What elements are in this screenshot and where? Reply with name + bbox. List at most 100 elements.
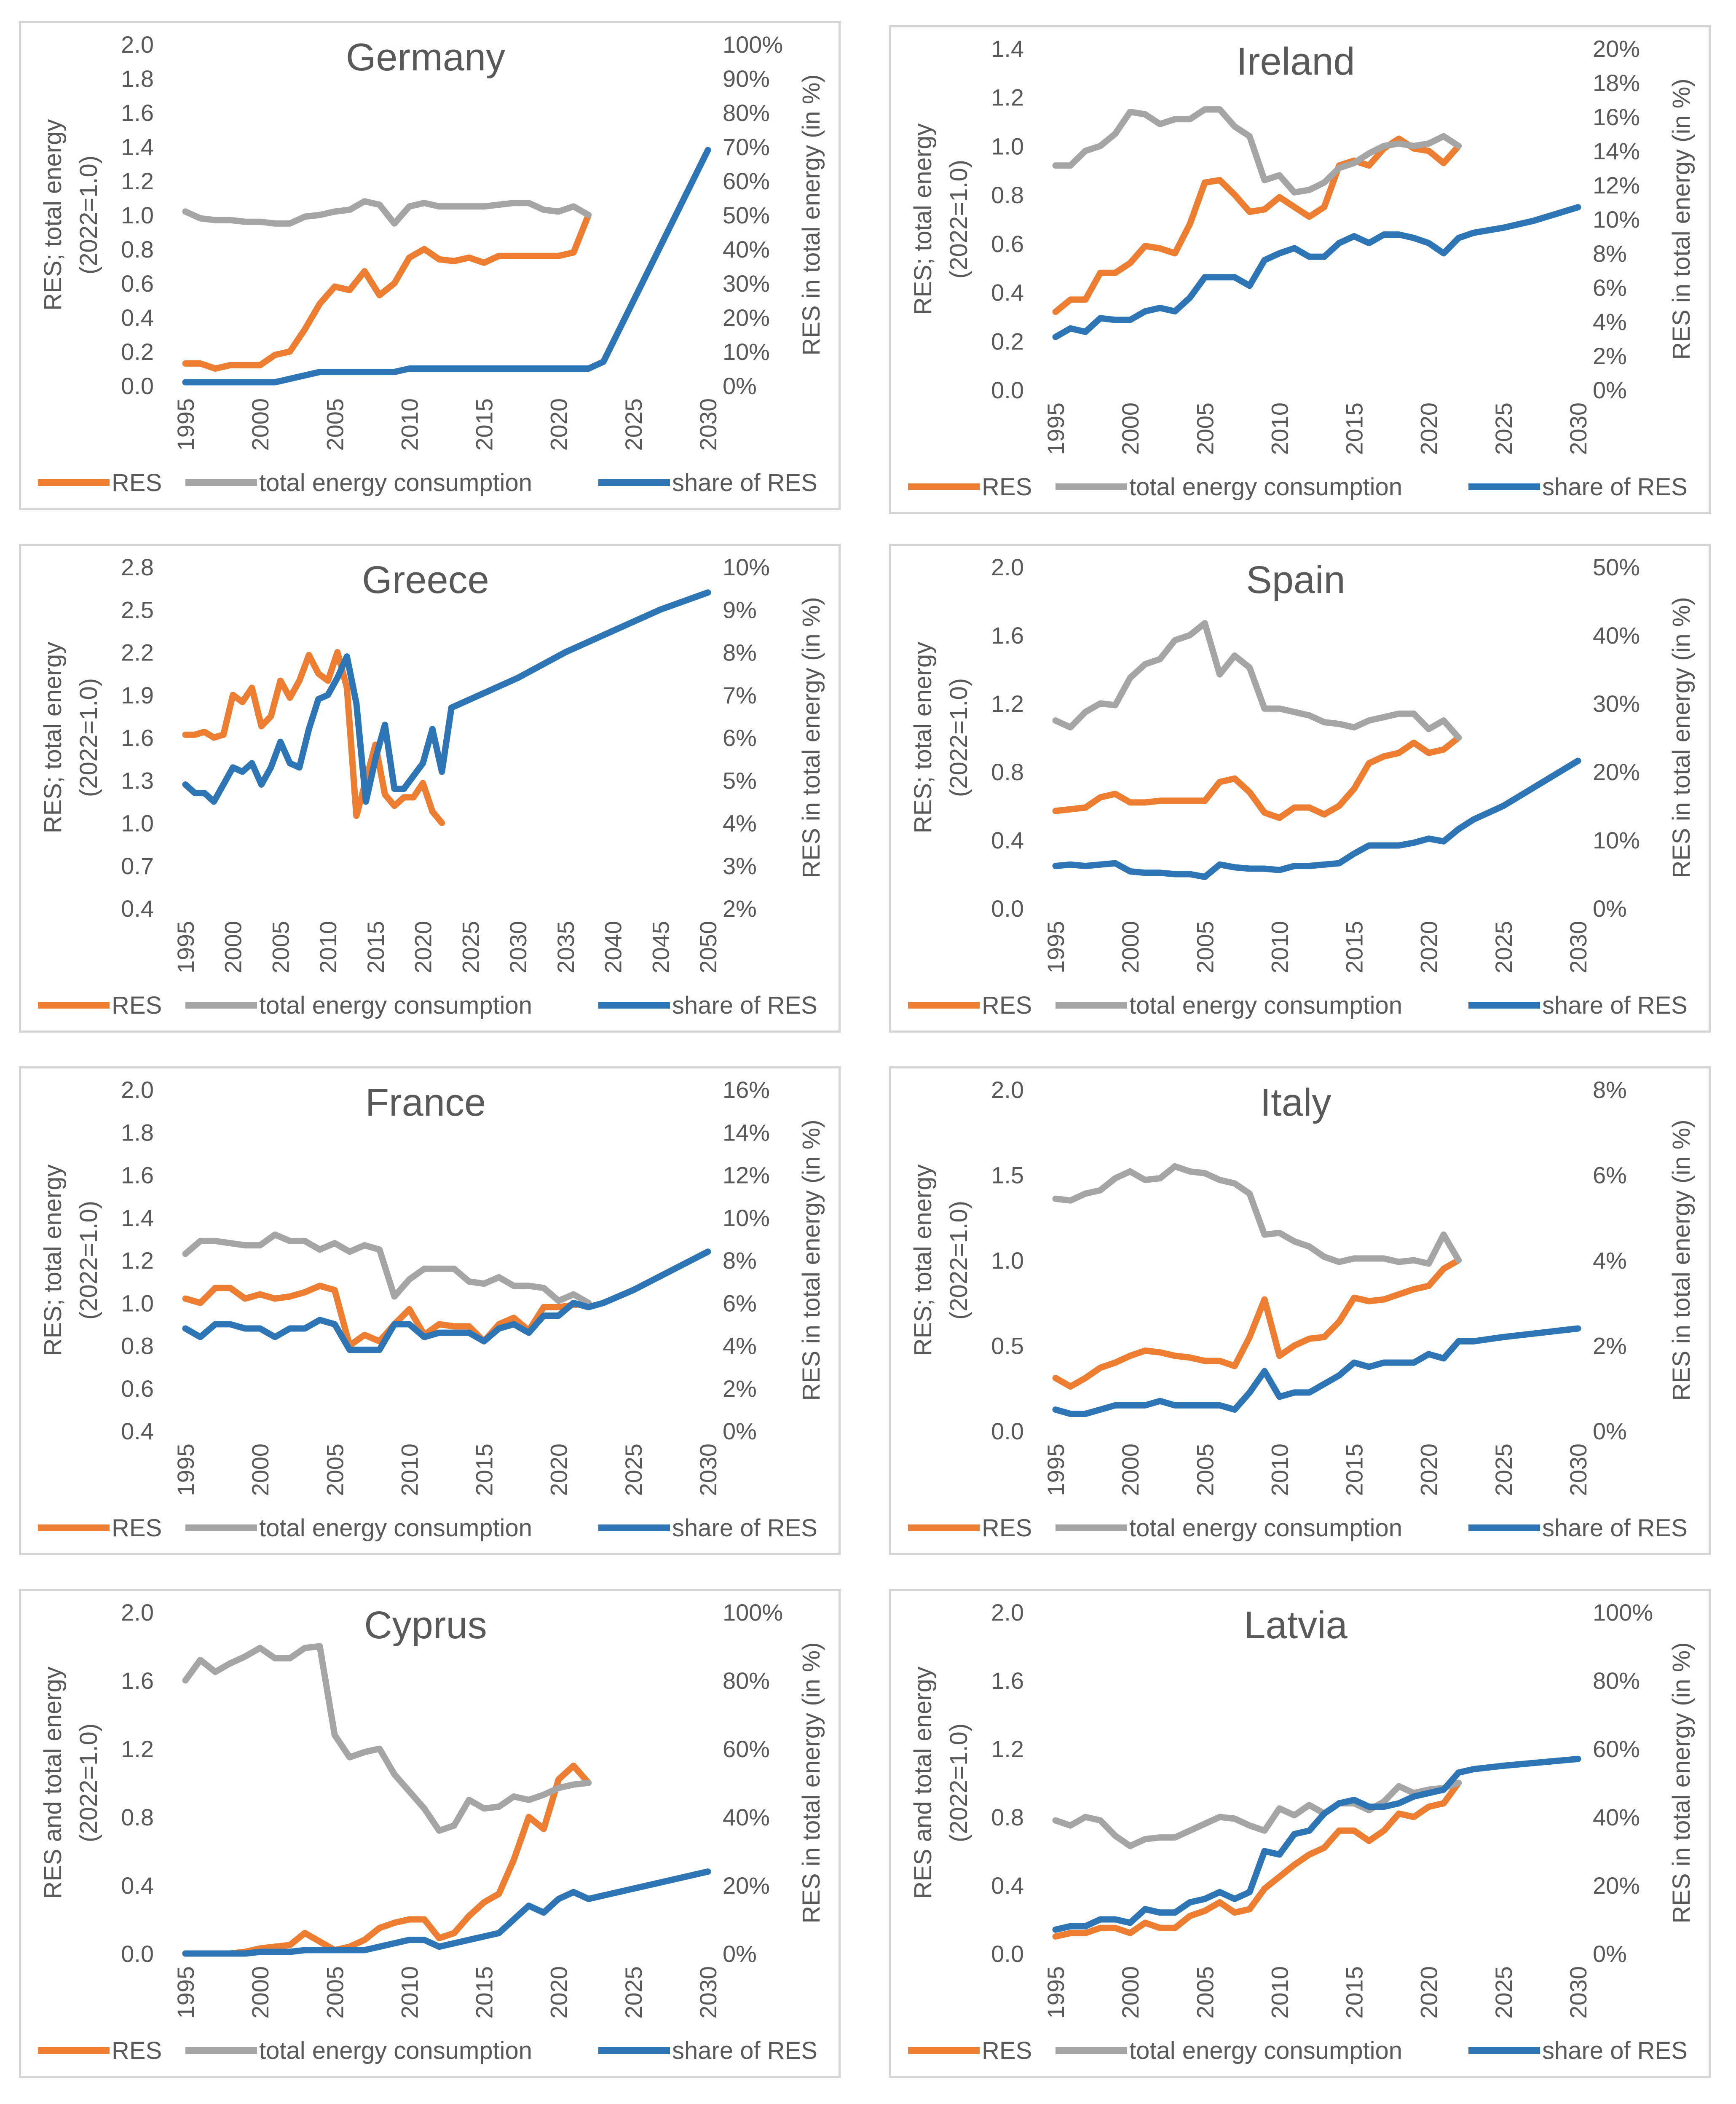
y-axis-label: RES; total energy [39,1165,67,1356]
y-tick-label: 1.4 [121,134,154,160]
series-line-share-of-res [182,147,711,386]
x-tick-label: 2020 [546,1966,572,2019]
x-tick-label: 1995 [172,921,199,974]
x-tick-label: 1995 [172,398,199,451]
y-tick-label: 1.0 [121,1290,154,1316]
y2-tick-label: 90% [723,65,770,92]
y2-tick-label: 60% [723,1736,770,1762]
y2-tick-label: 10% [1593,827,1640,853]
x-tick-label: 2035 [552,921,579,974]
series-line-res [182,649,445,826]
x-tick-label: 2015 [1341,1444,1368,1496]
x-tick-label: 2025 [620,1444,647,1496]
y-tick-label: 1.5 [991,1162,1024,1189]
x-tick-label: 2005 [1192,1966,1218,2019]
y-tick-label: 0.4 [991,279,1024,306]
y-axis-label: (2022=1.0) [945,678,972,797]
chart-cyprus: Cyprus 0.0 0.4 0.8 1.2 1.6 2.0 0% 20% 40% 60% 80% 10… [38,1599,825,2064]
y2-tick-label: 50% [1593,554,1640,580]
chart-france: France 0.4 0.6 0.8 1.0 1.2 1.4 1.6 1.8 2.0 0% 2% 4% 6… [38,1076,825,1542]
x-tick-label: 2000 [220,921,246,974]
x-tick-label: 2000 [247,1444,273,1496]
chart-panel-italy: Italy 0.0 0.5 1.0 1.5 2.0 0% 2% 4% 6% 8% 1995 2000 20… [889,1066,1711,1555]
series-line-share-of-res [1052,757,1581,880]
chart-panel-germany: Germany 0.0 0.2 0.4 0.6 0.8 1.0 1.2 1.4 1.6 1.8 2.0… [19,21,841,510]
x-tick-label: 2010 [396,1966,423,2019]
series-line-res [1052,734,1462,821]
x-tick-label: 2000 [247,1966,273,2019]
y-axis-label: (2022=1.0) [75,1201,102,1320]
y2-tick-label: 50% [723,202,770,228]
y-axis-label: RES; total energy [909,642,937,834]
legend-label-total-energy-consumption: total energy consumption [259,1514,532,1542]
x-tick-label: 2030 [1565,921,1591,974]
series-line-total-energy-consumption [1052,620,1462,741]
x-tick-label: 2030 [1565,1444,1591,1496]
y-axis-label: RES; total energy [909,123,937,315]
y-tick-label: 0.6 [121,1375,154,1402]
legend-label-total-energy-consumption: total energy consumption [1129,473,1402,501]
y2-axis-label: RES in total energy (in %) [798,597,825,878]
y-axis-label: (2022=1.0) [945,160,972,279]
x-tick-label: 2025 [1490,1966,1517,2019]
chart-ireland: Ireland 0.0 0.2 0.4 0.6 0.8 1.0 1.2 1.4 0% 2% 4% 6% 8… [908,35,1695,501]
x-tick-label: 2010 [315,921,341,974]
y2-axis-label: RES in total energy (in %) [1668,1642,1695,1923]
x-tick-label: 1995 [172,1444,199,1496]
y-tick-label: 1.8 [121,1119,154,1146]
y2-tick-label: 8% [723,1247,757,1274]
x-tick-label: 2010 [396,398,423,451]
y-tick-label: 1.0 [121,810,154,837]
y-tick-label: 1.9 [121,682,154,708]
y-tick-label: 0.0 [991,895,1024,922]
y-tick-label: 0.2 [121,338,154,365]
series-line-res [1052,1257,1462,1390]
y2-tick-label: 30% [723,270,770,297]
y-tick-label: 1.4 [121,1205,154,1231]
y-tick-label: 2.0 [121,1076,154,1103]
chart-panel-greece: Greece 0.4 0.7 1.0 1.3 1.6 1.9 2.2 2.5 2.8 2% 3% 4% 5… [19,544,841,1033]
y-tick-label: 0.5 [991,1333,1024,1359]
y-axis-label: RES; total energy [909,1165,937,1356]
y2-tick-label: 20% [723,304,770,331]
y2-tick-label: 100% [723,31,783,58]
x-tick-label: 1995 [1042,921,1069,974]
series-line-share-of-res [1052,1325,1581,1417]
y-tick-label: 0.4 [991,827,1024,853]
y-axis-label: (2022=1.0) [75,1723,102,1842]
y-tick-label: 1.2 [991,690,1024,717]
chart-latvia: Latvia 0.0 0.4 0.8 1.2 1.6 2.0 0% 20% 40% 60% 80% 10… [908,1599,1695,2064]
y-tick-label: 2.8 [121,554,154,580]
x-tick-label: 2030 [1565,403,1591,455]
y2-axis-label: RES in total energy (in %) [798,1119,825,1401]
legend-label-share-of-res: share of RES [672,992,817,1019]
y2-tick-label: 3% [723,853,757,879]
y-tick-label: 0.8 [991,182,1024,208]
y-tick-label: 1.2 [121,1736,154,1762]
legend-label-total-energy-consumption: total energy consumption [1129,1514,1402,1542]
series-line-total-energy-consumption [182,1643,592,1834]
y2-tick-label: 5% [723,767,757,794]
x-tick-label: 2010 [396,1444,423,1496]
y-tick-label: 1.6 [121,1162,154,1189]
y2-tick-label: 0% [723,1418,757,1444]
chart-panel-spain: Spain 0.0 0.4 0.8 1.2 1.6 2.0 0% 10% 20% 30% 40% 50%… [889,544,1711,1033]
y2-axis-label: RES in total energy (in %) [1668,597,1695,878]
y-tick-label: 0.0 [991,1418,1024,1444]
y2-tick-label: 14% [723,1119,770,1146]
chart-panel-france: France 0.4 0.6 0.8 1.0 1.2 1.4 1.6 1.8 2.0 0% 2% 4% 6… [19,1066,841,1555]
x-tick-label: 2030 [695,1444,721,1496]
x-tick-label: 1995 [1042,403,1069,455]
y2-tick-label: 70% [723,134,770,160]
x-tick-label: 2010 [1266,1966,1293,2019]
x-tick-label: 2015 [1341,403,1368,455]
chart-title: France [365,1081,486,1124]
x-tick-label: 2015 [1341,1966,1368,2019]
y2-tick-label: 2% [723,895,757,922]
y2-tick-label: 12% [723,1162,770,1189]
y-tick-label: 1.6 [121,99,154,126]
y-tick-label: 0.8 [121,236,154,263]
series-line-res [182,212,592,372]
y2-tick-label: 0% [1593,1940,1627,1967]
x-tick-label: 2015 [471,398,498,451]
